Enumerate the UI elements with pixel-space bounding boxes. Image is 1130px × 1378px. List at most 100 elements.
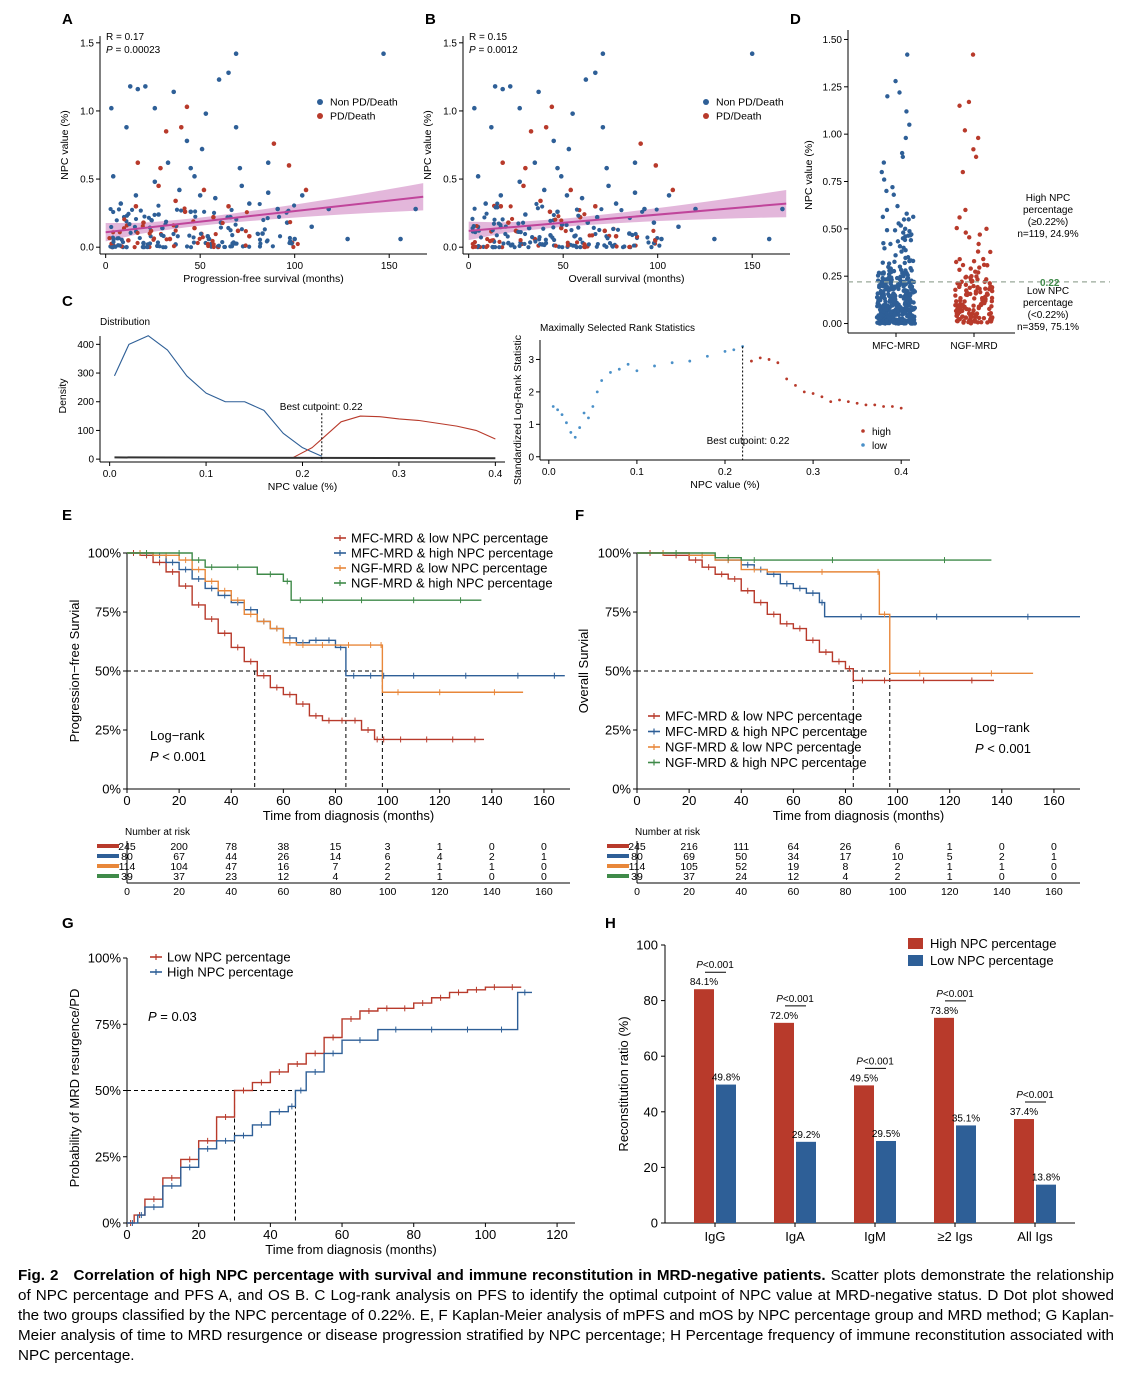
low-point — [688, 359, 692, 363]
low-npc-bar — [876, 1140, 896, 1223]
data-point — [645, 235, 650, 240]
y-tick-label: 0.00 — [823, 319, 843, 330]
x-tick-label: 50 — [195, 261, 207, 272]
risk-count: 17 — [840, 851, 852, 863]
y-tick-label: 0% — [102, 782, 121, 797]
pd-point — [528, 129, 534, 134]
x-tick-label: 0.1 — [199, 469, 213, 480]
data-point — [615, 227, 621, 232]
mfc-point — [907, 122, 912, 127]
p-number: <0.001 — [703, 960, 734, 971]
nonpd-point — [124, 124, 129, 130]
x-tick-label: 150 — [381, 261, 398, 272]
data-point — [116, 207, 122, 212]
x-tick-label: 0.3 — [806, 467, 820, 478]
ngf-point — [957, 256, 962, 262]
survival-curve — [637, 552, 1080, 618]
data-point — [147, 231, 152, 236]
data-point — [288, 219, 293, 225]
mfc-point — [911, 289, 917, 294]
risk-count: 2 — [895, 861, 901, 873]
category-label: MFC-MRD — [872, 341, 920, 352]
ngf-point — [971, 303, 976, 308]
data-point — [556, 214, 561, 219]
p-number: < 0.001 — [984, 741, 1031, 756]
data-point — [582, 242, 587, 247]
high-point — [776, 361, 780, 365]
high-group-text: percentage — [1023, 205, 1073, 216]
legend-marker-high — [861, 429, 865, 433]
nonpd-point — [651, 220, 657, 225]
category-label: IgG — [705, 1229, 726, 1244]
risk-count: 69 — [683, 851, 695, 863]
x-tick-label: 80 — [838, 793, 852, 808]
mfc-point — [896, 221, 901, 226]
data-point — [155, 240, 161, 245]
risk-count: 0 — [541, 841, 547, 853]
data-point — [493, 205, 498, 210]
low-npc-bar — [956, 1125, 976, 1223]
y-tick-label: 1.5 — [443, 38, 457, 49]
data-point — [182, 206, 187, 211]
mfc-point — [891, 192, 896, 197]
mfc-point — [881, 177, 887, 182]
x-tick-label: 80 — [328, 793, 342, 808]
logrank-label: Log−rank — [150, 728, 205, 743]
risk-color-key — [97, 854, 119, 858]
data-point — [657, 243, 662, 248]
nonpd-point — [413, 206, 418, 212]
data-point — [247, 244, 252, 249]
data-point — [202, 209, 207, 214]
data-point — [164, 237, 169, 242]
ngf-point — [984, 277, 989, 282]
mfc-point — [880, 275, 885, 281]
pd-point — [638, 141, 643, 146]
data-point — [576, 225, 581, 230]
data-point — [582, 212, 587, 217]
mfc-point — [892, 312, 897, 317]
y-tick-label: 25% — [95, 723, 121, 738]
pd-point — [558, 225, 564, 231]
legend-label: NGF-MRD & low NPC percentage — [351, 561, 548, 576]
category-label: NGF-MRD — [950, 341, 997, 352]
nonpd-point — [483, 201, 488, 206]
risk-count: 37 — [683, 871, 695, 883]
nonpd-point — [141, 240, 146, 246]
nonpd-point — [260, 231, 265, 236]
mfc-point — [903, 255, 908, 261]
pd-point — [182, 209, 188, 215]
mfc-point — [897, 244, 903, 249]
y-tick-label: 0 — [528, 452, 534, 463]
ngf-point — [972, 319, 978, 324]
mfc-point — [891, 268, 897, 274]
data-point — [210, 238, 215, 244]
mfc-point — [888, 309, 893, 314]
ngf-point — [955, 311, 961, 317]
risk-tick-label: 100 — [379, 886, 397, 898]
data-point — [533, 239, 538, 244]
data-point — [111, 239, 116, 245]
data-point — [492, 217, 497, 222]
nonpd-point — [555, 165, 560, 171]
nonpd-point — [766, 236, 772, 242]
x-tick-label: 0 — [123, 793, 130, 808]
nonpd-point — [551, 138, 557, 144]
risk-count: 1 — [541, 851, 547, 863]
nonpd-point — [498, 193, 504, 198]
risk-count: 0 — [489, 841, 495, 853]
y-axis-label: Reconstitution ratio (%) — [616, 1016, 631, 1151]
legend-marker-pd — [317, 113, 323, 119]
risk-table-title: Number at risk — [125, 827, 191, 838]
data-point — [111, 209, 116, 215]
data-point — [595, 241, 600, 247]
figure-caption: Fig. 2 Correlation of high NPC percentag… — [18, 1266, 1114, 1366]
low-point — [582, 411, 586, 415]
data-point — [220, 220, 225, 226]
risk-count: 3 — [385, 841, 391, 853]
nonpd-point — [275, 206, 280, 212]
data-point — [119, 237, 124, 242]
risk-count: 1 — [437, 871, 443, 883]
ngf-point — [960, 302, 965, 307]
mfc-point — [894, 275, 900, 281]
pd-point — [226, 204, 231, 209]
